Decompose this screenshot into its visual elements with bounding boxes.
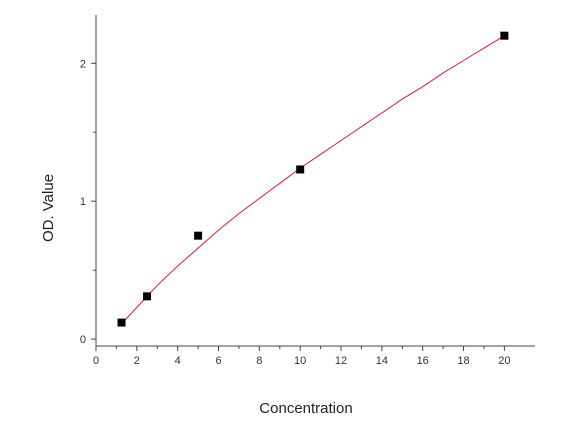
fit-curve (121, 35, 505, 325)
x-tick-label: 16 (417, 355, 429, 367)
x-tick-label: 14 (376, 355, 388, 367)
x-axis-title: Concentration (259, 400, 352, 417)
y-tick-label: 1 (80, 196, 86, 208)
data-point (500, 31, 509, 40)
x-tick-label: 6 (215, 355, 221, 367)
data-point (194, 231, 203, 240)
y-tick-label: 2 (80, 58, 86, 70)
x-tick-label: 8 (256, 355, 262, 367)
axes (95, 15, 535, 347)
x-tick-label: 4 (175, 355, 181, 367)
data-point (143, 292, 152, 301)
data-point (117, 318, 126, 327)
data-point (296, 165, 305, 174)
x-tick-label: 12 (335, 355, 347, 367)
data-points (117, 31, 509, 327)
x-tick-label: 0 (93, 355, 99, 367)
y-axis-title: OD. Value (40, 174, 57, 242)
y-tick-label: 0 (80, 334, 86, 346)
x-tick-label: 2 (134, 355, 140, 367)
x-tick-label: 18 (457, 355, 469, 367)
x-tick-label: 10 (294, 355, 306, 367)
x-tick-label: 20 (498, 355, 510, 367)
